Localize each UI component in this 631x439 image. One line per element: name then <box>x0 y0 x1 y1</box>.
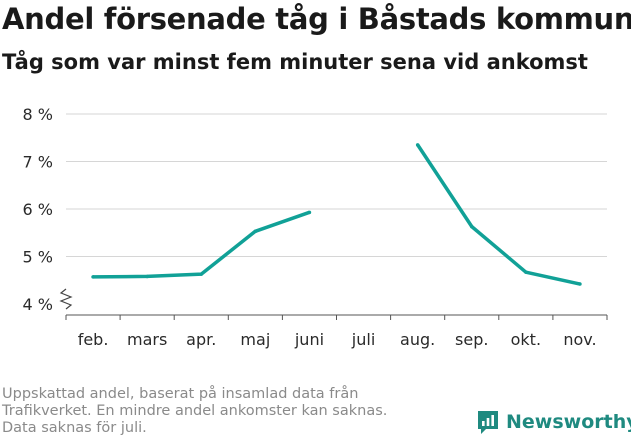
y-tick-label: 8 % <box>23 105 53 124</box>
axis-break-mark <box>59 288 73 310</box>
newsworthy-logo-icon <box>478 411 498 434</box>
x-tick-label: okt. <box>511 330 541 349</box>
axis-break-icon <box>59 288 73 310</box>
y-tick-label: 6 % <box>23 200 53 219</box>
y-tick-label: 5 % <box>23 248 53 267</box>
x-tick-label: nov. <box>563 330 596 349</box>
data-point <box>470 224 474 229</box>
gridlines <box>66 113 607 257</box>
series-line <box>92 210 311 279</box>
data-point <box>91 275 95 279</box>
x-tick-label: apr. <box>186 330 216 349</box>
footnote-line: Trafikverket. En mindre andel ankomster … <box>2 403 388 419</box>
footnote: Uppskattad andel, baserat på insamlad da… <box>2 386 462 437</box>
data-point <box>199 272 203 276</box>
data-point <box>307 210 312 215</box>
footnote-line: Uppskattad andel, baserat på insamlad da… <box>2 386 359 402</box>
x-tick-label: juli <box>351 330 375 349</box>
y-tick-label: 4 % <box>23 295 53 314</box>
series-line <box>416 143 581 286</box>
x-tick-label: feb. <box>78 330 109 349</box>
x-tick-label: sep. <box>455 330 488 349</box>
x-axis: feb. mars apr. maj juni juli aug. sep. okt. nov. <box>65 314 608 349</box>
x-tick-label: juni <box>294 330 324 349</box>
data-point <box>524 270 528 274</box>
x-tick-label: maj <box>240 330 270 349</box>
x-tick-label: mars <box>127 330 167 349</box>
chart-title: Andel försenade tåg i Båstads kommun <box>2 2 631 36</box>
chart-subtitle: Tåg som var minst fem minuter sena vid a… <box>2 50 588 74</box>
data-point <box>578 282 582 286</box>
brand-logo: Newsworthy <box>476 409 631 435</box>
x-tick-label: aug. <box>400 330 435 349</box>
data-point <box>253 229 258 234</box>
y-tick-label: 7 % <box>23 153 53 172</box>
footnote-line: Data saknas för juli. <box>2 420 147 436</box>
series-lines <box>91 143 582 286</box>
data-point <box>145 274 149 279</box>
data-point <box>415 143 420 147</box>
brand-name: Newsworthy <box>506 411 631 433</box>
y-axis-ticks: 4 % 5 % 6 % 7 % 8 % <box>23 105 53 314</box>
